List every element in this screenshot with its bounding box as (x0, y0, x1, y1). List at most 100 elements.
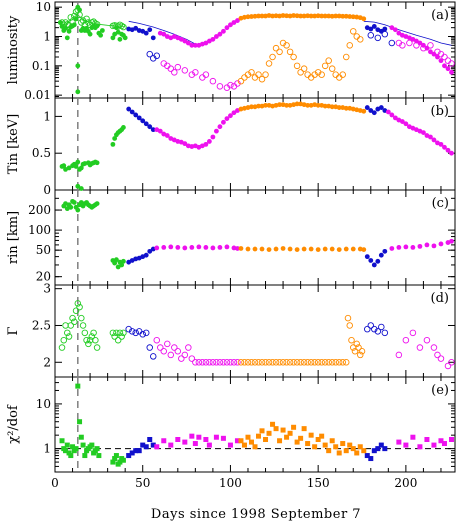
data-point (357, 444, 363, 450)
data-point (214, 34, 219, 39)
data-point (266, 430, 272, 436)
data-point (375, 258, 381, 264)
data-point (209, 77, 217, 85)
data-point (255, 71, 262, 78)
data-point (68, 204, 74, 210)
data-point (112, 456, 118, 462)
data-point (276, 359, 283, 366)
data-point (136, 448, 142, 454)
data-point (227, 81, 234, 89)
data-point (378, 323, 385, 331)
data-point (284, 13, 289, 19)
data-point (312, 13, 318, 19)
data-point (129, 109, 135, 115)
data-point (374, 34, 382, 42)
data-point (321, 359, 329, 366)
data-point (371, 110, 377, 116)
data-point (298, 435, 304, 441)
data-point (319, 13, 325, 19)
data-point (413, 42, 420, 49)
data-point (209, 359, 217, 366)
data-point (241, 359, 248, 366)
data-point (227, 442, 233, 448)
data-point (357, 351, 364, 359)
data-point (75, 207, 81, 213)
data-point (328, 359, 336, 366)
data-point (178, 355, 185, 362)
data-point (168, 244, 174, 250)
data-point (66, 28, 72, 34)
y-tick-label: 0.5 (32, 146, 51, 160)
data-point (146, 344, 153, 351)
data-point (420, 44, 427, 52)
data-point (448, 436, 454, 442)
data-point (361, 448, 367, 454)
data-point (221, 28, 226, 34)
data-point (171, 69, 178, 76)
data-point (135, 328, 143, 335)
data-point (113, 453, 119, 459)
panel-label-d: (d) (431, 291, 449, 306)
data-point (300, 359, 308, 366)
data-point (181, 67, 189, 74)
data-point (272, 44, 280, 52)
data-point (325, 359, 332, 366)
data-point (189, 245, 195, 250)
data-point (78, 186, 84, 191)
data-point (270, 421, 276, 427)
data-point (252, 444, 258, 450)
data-point (213, 359, 220, 366)
data-point (217, 124, 223, 130)
data-point (149, 353, 157, 360)
y-tick-label: 0.01 (24, 88, 51, 102)
data-point (353, 340, 361, 348)
data-point (175, 245, 181, 250)
y-tick-label: 50 (36, 243, 51, 257)
data-point (321, 62, 329, 70)
data-point (110, 141, 116, 147)
data-point (364, 325, 371, 333)
data-point (220, 435, 226, 441)
data-point (293, 359, 301, 366)
data-point (417, 243, 423, 249)
data-point (448, 359, 455, 366)
data-point (192, 42, 198, 48)
panel-frame-e (54, 376, 456, 473)
data-point (449, 238, 454, 244)
data-point (301, 13, 307, 19)
data-point (395, 351, 403, 359)
data-point (355, 344, 362, 351)
data-point (147, 248, 153, 254)
data-point (336, 247, 342, 252)
data-point (143, 30, 149, 36)
data-point (59, 24, 65, 29)
y-tick-label: 10 (36, 0, 51, 14)
data-point (77, 7, 82, 13)
data-point (350, 246, 356, 252)
data-point (111, 333, 118, 340)
y-axis-label-e: χ²/dof (6, 404, 21, 444)
data-point (339, 359, 346, 366)
data-point (174, 63, 182, 71)
data-point (182, 38, 188, 44)
data-point (167, 65, 175, 72)
data-point (410, 245, 416, 250)
data-point (290, 53, 297, 61)
data-point (75, 63, 81, 69)
data-point (343, 13, 349, 19)
data-point (375, 446, 381, 452)
data-point (79, 322, 87, 329)
data-point (328, 65, 336, 72)
data-point (121, 258, 126, 264)
data-point (114, 257, 119, 263)
data-point (241, 442, 247, 448)
data-point (396, 439, 402, 445)
data-point (116, 21, 124, 29)
data-point (64, 329, 71, 337)
data-point (78, 165, 84, 171)
data-point (114, 336, 122, 344)
data-point (389, 25, 395, 31)
data-point (224, 116, 230, 122)
data-point (245, 246, 251, 252)
data-point (263, 436, 269, 442)
